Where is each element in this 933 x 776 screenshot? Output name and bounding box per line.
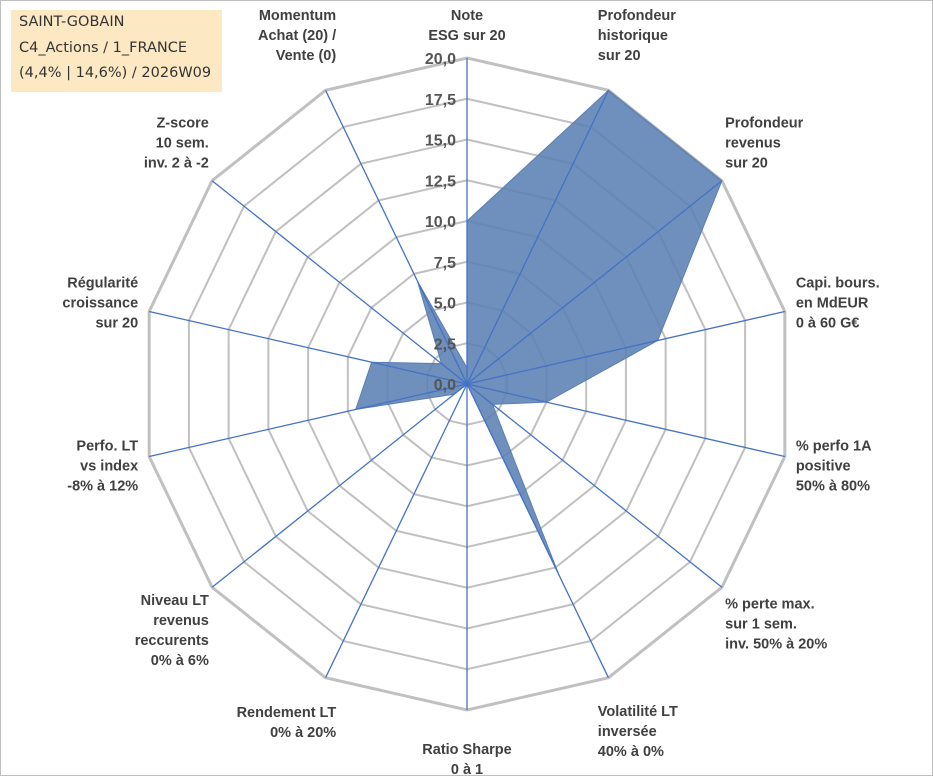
tick-label: 15,0 <box>425 133 456 150</box>
tick-label: 5,0 <box>434 296 456 313</box>
tick-label: 2,5 <box>434 336 456 353</box>
axis-spoke <box>211 383 468 588</box>
axis-label: Volatilité LT inversée 40% à 0% <box>598 704 678 760</box>
axis-label: Régularité croissance sur 20 <box>62 276 138 332</box>
title-line-stats: (4,4% | 14,6%) / 2026W09 <box>19 65 212 81</box>
axis-label: Capi. bours. en MdEUR 0 à 60 G€ <box>796 276 880 332</box>
axis-spoke <box>149 310 468 385</box>
axis-label: Z-score 10 sem. inv. 2 à -2 <box>144 115 209 171</box>
axis-label: Profondeur revenus sur 20 <box>725 115 803 171</box>
axis-spoke <box>324 90 468 385</box>
title-line-company: SAINT-GOBAIN <box>19 14 125 30</box>
title-line-category: C4_Actions / 1_FRANCE <box>19 40 188 56</box>
axis-spoke <box>324 383 468 678</box>
axis-spoke <box>466 310 785 385</box>
axis-spoke <box>466 383 785 458</box>
axis-label: Rendement LT 0% à 20% <box>237 705 337 741</box>
tick-label: 7,5 <box>434 255 456 272</box>
axis-label: Perfo. LT vs index -8% à 12% <box>67 438 138 494</box>
tick-label: 20,0 <box>425 51 456 68</box>
tick-label: 17,5 <box>425 92 456 109</box>
axis-label: Niveau LT revenus reccurents 0% à 6% <box>135 593 209 669</box>
axis-spoke <box>149 383 468 458</box>
axis-spoke <box>466 180 723 385</box>
tick-label: 0,0 <box>434 377 456 394</box>
axis-label: % perfo 1A positive 50% à 80% <box>796 438 872 494</box>
axis-spoke <box>466 383 723 588</box>
axis-spoke <box>466 90 610 385</box>
axis-label: Ratio Sharpe 0 à 1 <box>422 742 511 776</box>
axis-spoke <box>211 180 468 385</box>
axis-label: Momentum Achat (20) / Vente (0) <box>258 8 336 64</box>
axis-label: Note ESG sur 20 <box>428 8 505 44</box>
axis-label: Profondeur historique sur 20 <box>598 8 676 64</box>
axis-label: % perte max. sur 1 sem. inv. 50% à 20% <box>725 597 827 653</box>
tick-label: 12,5 <box>425 173 456 190</box>
title-box: SAINT-GOBAIN C4_Actions / 1_FRANCE (4,4%… <box>11 10 222 92</box>
tick-label: 10,0 <box>425 214 456 231</box>
axis-spoke <box>466 383 610 678</box>
